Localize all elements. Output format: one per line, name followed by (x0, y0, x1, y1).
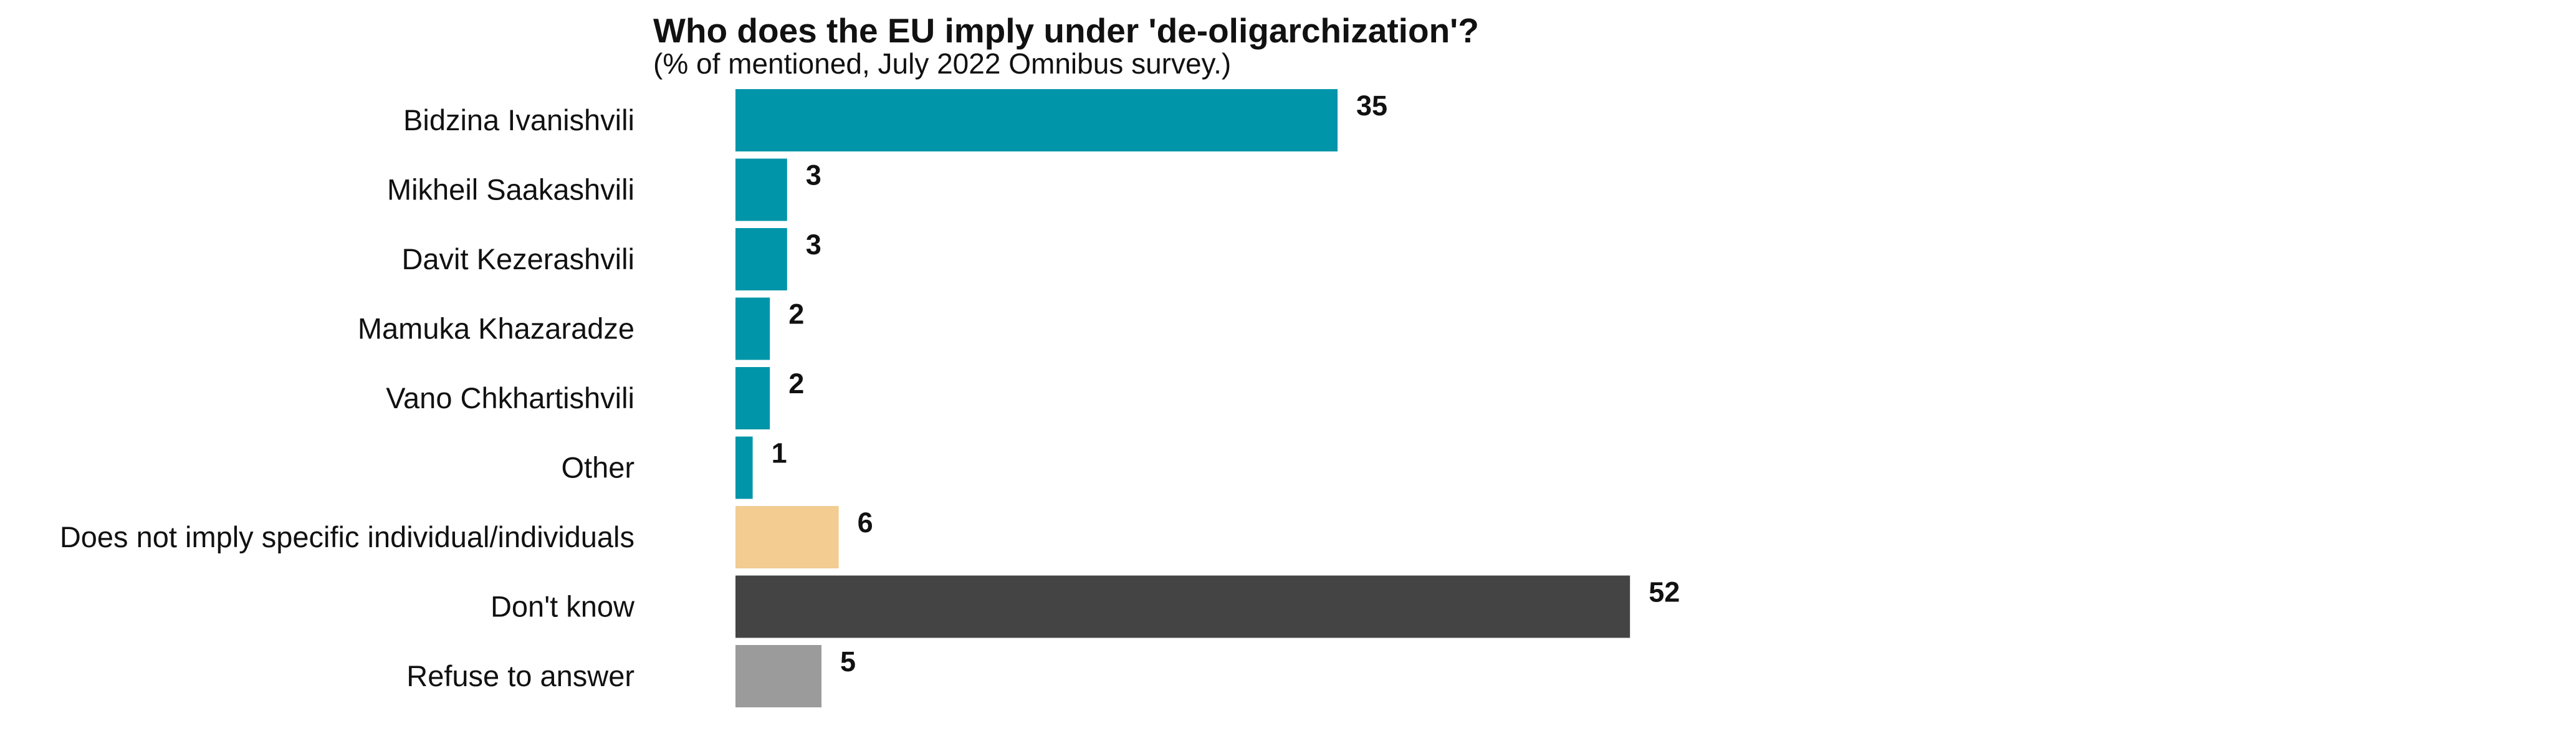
category-label: Does not imply specific individual/indiv… (60, 520, 634, 553)
value-label: 2 (788, 368, 804, 399)
value-label: 6 (858, 507, 873, 538)
category-label: Mamuka Khazaradze (358, 312, 634, 345)
value-label: 5 (840, 646, 856, 677)
chart-title: Who does the EU imply under 'de-oligarch… (653, 11, 1479, 50)
category-label: Mikheil Saakashvili (387, 173, 634, 206)
value-label: 3 (806, 229, 821, 260)
bar (735, 89, 1338, 151)
bar (735, 436, 753, 499)
bar (735, 506, 839, 568)
value-label: 3 (806, 160, 821, 191)
category-label: Refuse to answer (406, 659, 634, 692)
category-label: Vano Chkhartishvili (386, 381, 634, 414)
bar (735, 367, 770, 429)
value-label: 1 (772, 437, 787, 469)
value-label: 2 (788, 299, 804, 330)
category-label: Don't know (491, 590, 635, 623)
bar (735, 297, 770, 360)
value-label: 52 (1649, 576, 1680, 608)
bar (735, 228, 787, 290)
bar (735, 158, 787, 221)
chart-subtitle: (% of mentioned, July 2022 Omnibus surve… (653, 47, 1232, 80)
value-label: 35 (1356, 90, 1387, 122)
category-label: Other (561, 451, 634, 484)
category-label: Davit Kezerashvili (401, 242, 634, 275)
bar (735, 575, 1630, 638)
category-label: Bidzina Ivanishvili (403, 103, 634, 136)
bar (735, 645, 821, 707)
